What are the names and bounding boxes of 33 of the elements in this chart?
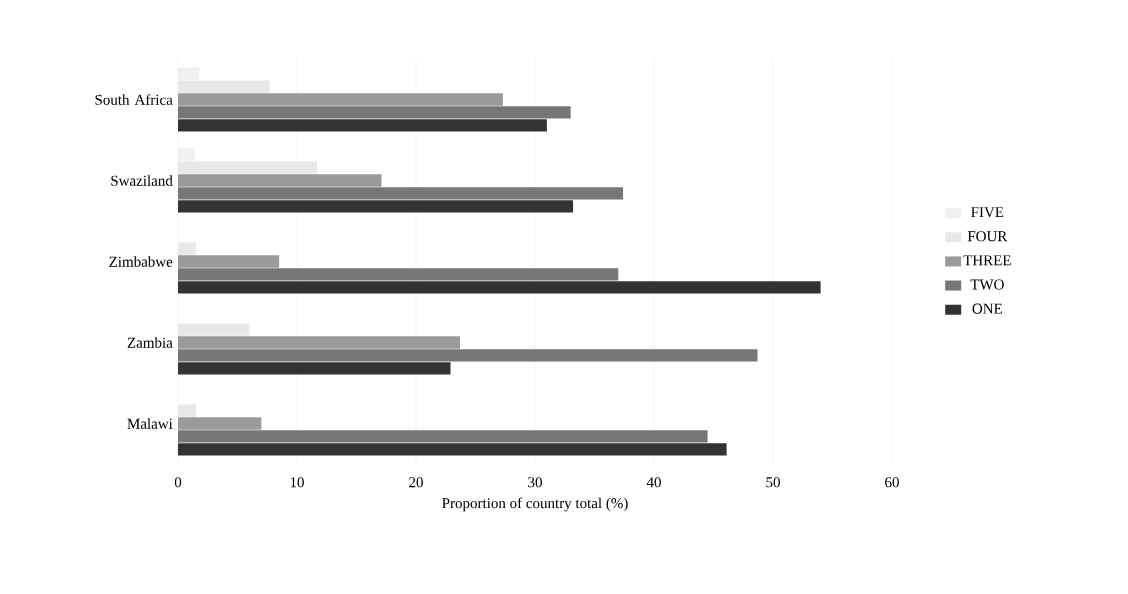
y-tick-label: Malawi xyxy=(127,418,173,429)
y-tick-label: South Africa xyxy=(95,94,173,105)
bar xyxy=(178,268,619,281)
legend-label: TWO xyxy=(970,279,1004,290)
x-tick-label: 50 xyxy=(766,477,780,488)
y-tick-label: Zambia xyxy=(127,337,173,348)
x-tick-label: 0 xyxy=(174,477,182,488)
legend-label: THREE xyxy=(963,255,1011,266)
x-tick-label: 30 xyxy=(528,477,542,488)
bar xyxy=(178,93,503,106)
y-tick-label: Swaziland xyxy=(111,175,173,186)
x-tick-label: 20 xyxy=(409,477,423,488)
x-tick-label: 40 xyxy=(646,477,661,488)
legend-label: ONE xyxy=(972,303,1002,314)
bar xyxy=(178,349,758,362)
bar xyxy=(178,362,451,375)
bar xyxy=(178,417,262,430)
x-tick-label: 60 xyxy=(885,477,899,488)
bar xyxy=(178,200,574,213)
legend-label: FOUR xyxy=(967,231,1008,242)
bar xyxy=(178,281,821,294)
x-axis-title: Proportion of country total (%) xyxy=(442,497,628,512)
legend-label: FIVE xyxy=(971,207,1004,218)
bar xyxy=(178,187,624,200)
x-tick-label: 10 xyxy=(290,477,304,488)
bar xyxy=(178,443,727,456)
bar xyxy=(178,106,571,119)
bar xyxy=(178,336,461,349)
bar xyxy=(178,255,280,268)
y-tick-label: Zimbabwe xyxy=(109,256,173,267)
bar xyxy=(178,119,547,132)
bar xyxy=(178,430,708,443)
bar xyxy=(178,174,382,187)
